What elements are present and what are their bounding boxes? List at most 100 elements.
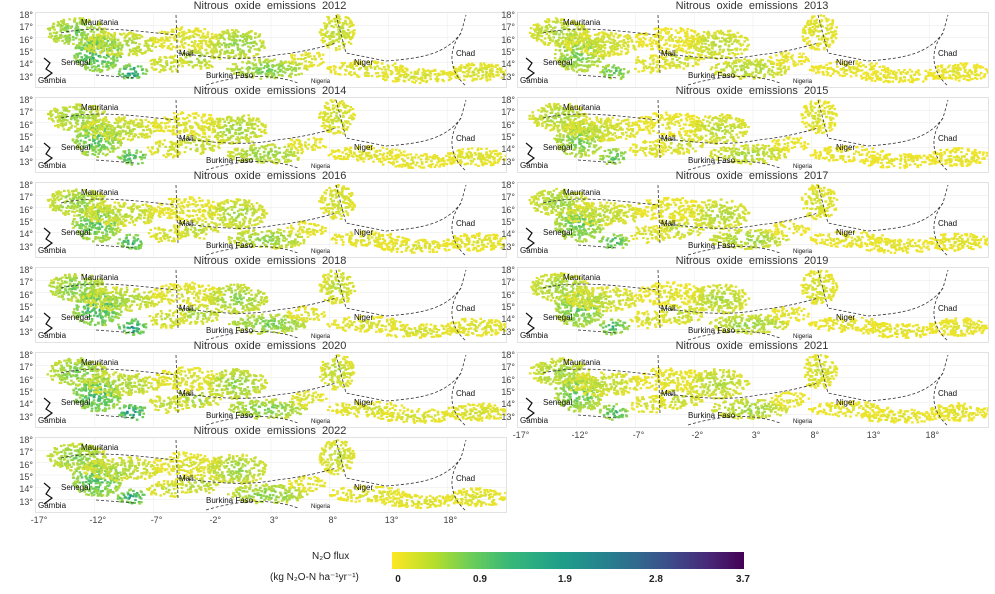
flux-cell xyxy=(477,68,481,71)
flux-cell xyxy=(194,121,197,124)
flux-cell xyxy=(365,71,368,74)
flux-cell xyxy=(727,44,731,47)
flux-cell xyxy=(183,118,187,121)
flux-cell xyxy=(854,72,857,75)
flux-cell xyxy=(268,59,272,62)
flux-cell xyxy=(891,80,895,83)
flux-cell xyxy=(81,32,84,35)
country-label: Senegal xyxy=(61,58,90,67)
flux-cell xyxy=(940,76,943,79)
flux-cell xyxy=(852,67,855,70)
flux-cell xyxy=(118,41,122,44)
flux-cell xyxy=(187,48,191,51)
flux-cell xyxy=(532,24,536,27)
flux-cell xyxy=(140,121,144,124)
flux-cell xyxy=(932,77,936,80)
flux-cell xyxy=(86,120,89,123)
flux-cell xyxy=(258,39,262,42)
flux-cell xyxy=(238,68,242,71)
flux-cell xyxy=(76,145,79,149)
flux-cell xyxy=(192,35,196,39)
flux-cell xyxy=(560,24,564,27)
flux-cell xyxy=(209,148,213,151)
flux-cell xyxy=(807,59,810,62)
flux-cell xyxy=(170,30,174,33)
flux-cell xyxy=(85,125,88,128)
flux-cell xyxy=(207,40,211,43)
flux-cell xyxy=(370,66,373,69)
flux-cell xyxy=(958,79,961,82)
flux-cell xyxy=(98,38,101,41)
flux-cell xyxy=(828,43,832,46)
flux-cell xyxy=(130,120,133,123)
flux-cell xyxy=(976,65,979,68)
flux-cell xyxy=(732,74,736,77)
flux-cell xyxy=(126,126,130,130)
flux-cell xyxy=(236,48,240,51)
flux-cell xyxy=(297,73,300,76)
flux-cell xyxy=(149,39,153,42)
flux-cell xyxy=(808,30,811,33)
flux-cell xyxy=(331,39,335,42)
flux-cell xyxy=(842,67,845,71)
flux-cell xyxy=(650,66,654,69)
flux-cell xyxy=(327,66,330,69)
flux-cell xyxy=(197,114,200,117)
flux-cell xyxy=(116,49,119,52)
flux-cell xyxy=(183,140,186,143)
flux-cell xyxy=(817,65,821,68)
flux-cell xyxy=(641,70,644,73)
flux-cell xyxy=(258,61,262,64)
flux-cell xyxy=(273,77,277,80)
flux-cell xyxy=(78,103,81,106)
flux-cell xyxy=(835,70,838,73)
flux-cell xyxy=(978,74,981,77)
flux-cell xyxy=(212,46,216,49)
flux-cell xyxy=(214,45,217,48)
flux-cell xyxy=(583,37,586,40)
flux-cell xyxy=(51,113,54,116)
flux-cell xyxy=(536,34,539,37)
flux-cell xyxy=(105,37,109,40)
flux-cell xyxy=(472,78,476,81)
flux-cell xyxy=(276,71,280,74)
flux-cell xyxy=(89,59,92,62)
flux-cell xyxy=(533,28,536,31)
flux-cell xyxy=(269,72,273,75)
flux-cell xyxy=(363,65,366,68)
flux-cell xyxy=(48,27,52,30)
flux-cell xyxy=(535,36,539,39)
flux-cell xyxy=(288,62,292,65)
flux-cell xyxy=(367,74,370,78)
flux-cell xyxy=(209,40,212,43)
flux-cell xyxy=(97,67,101,70)
flux-cell xyxy=(451,72,455,75)
flux-cell xyxy=(136,50,139,53)
flux-cell xyxy=(324,35,327,38)
flux-cell xyxy=(391,64,395,67)
map-2014 xyxy=(36,98,506,172)
flux-cell xyxy=(119,144,122,147)
flux-cell xyxy=(288,75,291,78)
flux-cell xyxy=(164,68,167,71)
flux-cell xyxy=(228,38,231,41)
flux-cell xyxy=(119,49,123,52)
flux-cell xyxy=(46,27,50,30)
flux-cell xyxy=(571,49,575,52)
flux-cell xyxy=(704,55,707,58)
flux-cell xyxy=(494,65,497,68)
flux-cell xyxy=(236,68,240,71)
flux-cell xyxy=(434,78,438,81)
flux-cell xyxy=(237,121,240,124)
flux-cell xyxy=(722,49,725,52)
flux-cell xyxy=(729,34,732,37)
flux-cell xyxy=(64,122,68,125)
flux-cell xyxy=(706,30,710,33)
flux-cell xyxy=(582,46,586,49)
flux-cell xyxy=(179,57,182,60)
flux-cell xyxy=(88,46,92,49)
flux-cell xyxy=(326,15,329,18)
flux-cell xyxy=(118,120,122,123)
flux-cell xyxy=(926,74,930,77)
flux-cell xyxy=(223,120,226,123)
